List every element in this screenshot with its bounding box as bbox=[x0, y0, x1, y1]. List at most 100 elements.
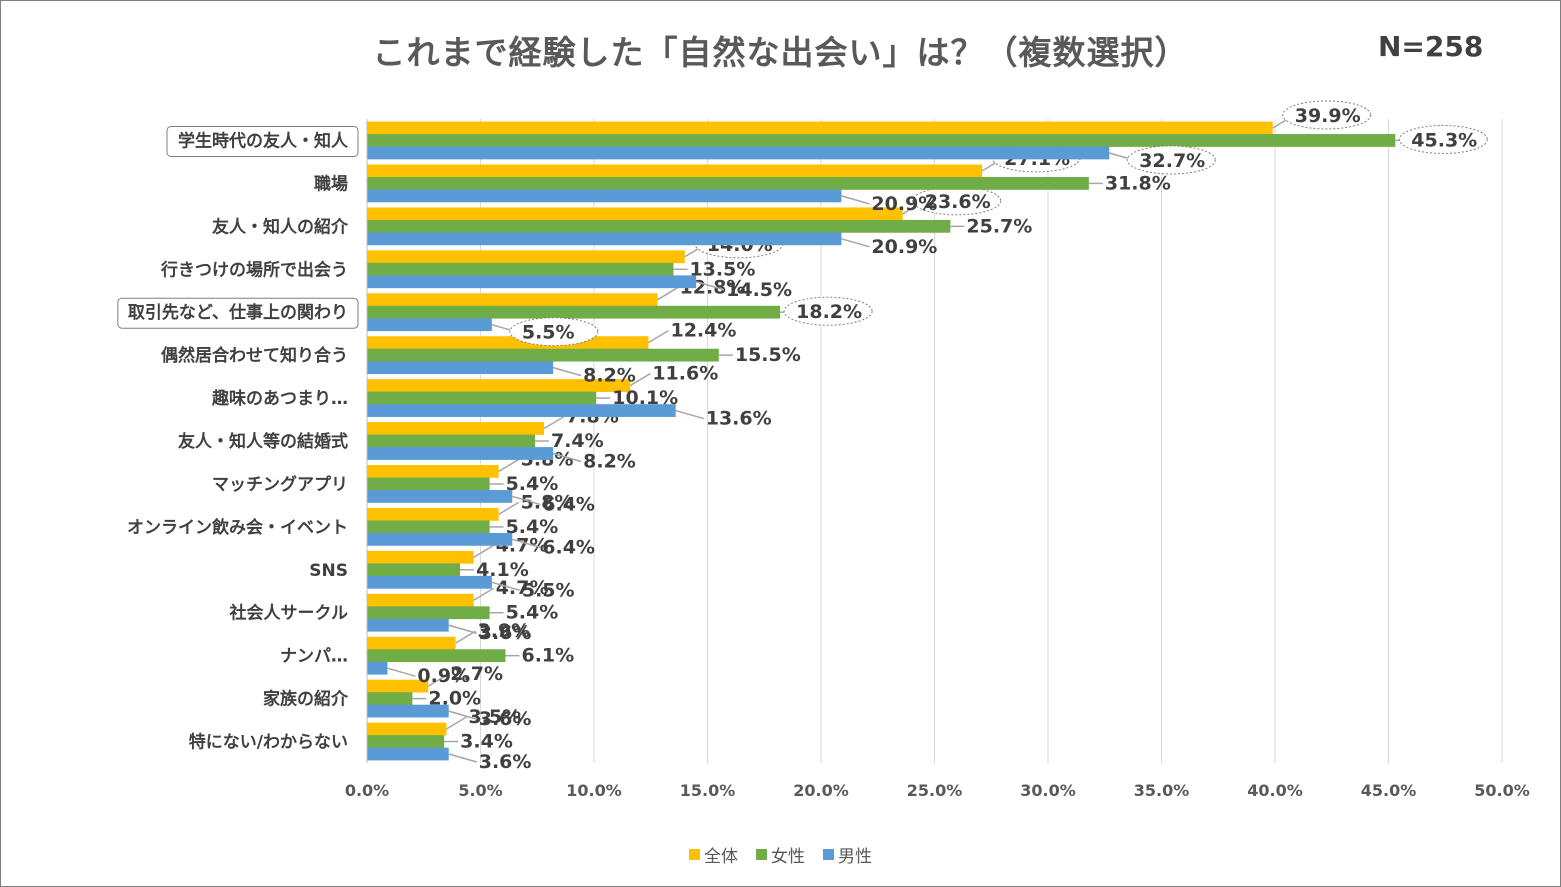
bar-male bbox=[367, 661, 388, 675]
x-tick-label: 15.0% bbox=[680, 781, 736, 800]
data-label-leader bbox=[552, 452, 582, 463]
bar-male bbox=[367, 232, 842, 246]
bar-male bbox=[367, 361, 554, 375]
bar-female bbox=[367, 262, 674, 276]
data-label-leader bbox=[473, 544, 495, 558]
bar-total bbox=[367, 379, 631, 392]
data-label-leader bbox=[498, 501, 520, 516]
data-label-leader bbox=[427, 673, 449, 687]
bar-male bbox=[367, 747, 449, 761]
category-label: 特にない/わからない bbox=[189, 732, 348, 753]
x-tick-label: 20.0% bbox=[793, 781, 849, 800]
category-label: 職場 bbox=[314, 173, 348, 194]
category-label: 友人・知人の紹介 bbox=[212, 216, 349, 237]
data-label: 3.6% bbox=[479, 622, 532, 644]
data-label-leader bbox=[446, 716, 467, 730]
data-label-highlight bbox=[1126, 145, 1216, 175]
bar-male bbox=[367, 447, 554, 460]
category-label: SNS bbox=[309, 561, 348, 581]
data-label: 10.1% bbox=[612, 387, 678, 409]
data-label: 31.8% bbox=[1105, 172, 1171, 194]
bar-male bbox=[367, 189, 842, 203]
data-label: 3.6% bbox=[479, 751, 532, 773]
legend-item-male: 男性 bbox=[823, 842, 872, 867]
data-label: 2.0% bbox=[428, 688, 481, 710]
data-label-leader bbox=[448, 753, 477, 763]
data-label: 6.4% bbox=[542, 536, 595, 558]
x-tick-label: 30.0% bbox=[1020, 781, 1076, 800]
x-tick-label: 40.0% bbox=[1247, 781, 1303, 800]
data-label-leader bbox=[498, 458, 520, 473]
bar-female bbox=[367, 563, 461, 577]
bar-male bbox=[367, 146, 1110, 160]
data-label: 4.1% bbox=[476, 559, 529, 581]
data-label: 5.8% bbox=[521, 491, 574, 513]
data-label-leader bbox=[387, 667, 416, 677]
x-tick-label: 50.0% bbox=[1474, 781, 1530, 800]
data-label: 14.5% bbox=[726, 279, 792, 301]
bar-male bbox=[367, 618, 449, 632]
category-label: 友人・知人等の結婚式 bbox=[178, 431, 348, 452]
x-tick-label: 35.0% bbox=[1134, 781, 1190, 800]
chart-legend: 全体 女性 男性 bbox=[0, 842, 1561, 867]
category-label: 偶然居合わせて知り合う bbox=[161, 345, 348, 366]
category-label: マッチングアプリ bbox=[212, 474, 348, 495]
bar-total bbox=[367, 636, 456, 650]
bar-female bbox=[367, 649, 506, 663]
data-label: 45.3% bbox=[1411, 129, 1477, 151]
data-label: 12.4% bbox=[670, 320, 736, 342]
bar-total bbox=[367, 722, 447, 736]
data-label-highlight bbox=[1398, 124, 1488, 154]
data-label: 5.5% bbox=[522, 322, 575, 344]
data-label-leader bbox=[657, 287, 678, 301]
bar-female bbox=[367, 134, 1396, 147]
category-label: 取引先など、仕事上の関わり bbox=[128, 302, 348, 323]
category-highlight-box bbox=[166, 125, 359, 157]
data-label-leader bbox=[491, 581, 521, 592]
category-label: 趣味のあつまり… bbox=[211, 388, 348, 409]
data-label-leader bbox=[629, 372, 651, 387]
data-label-leader bbox=[448, 710, 477, 720]
bar-female bbox=[367, 219, 951, 233]
data-label-leader bbox=[675, 409, 704, 420]
data-label: 3.9% bbox=[478, 620, 531, 642]
x-tick-label: 25.0% bbox=[907, 781, 963, 800]
category-label: 学生時代の友人・知人 bbox=[178, 130, 349, 151]
bar-male bbox=[367, 490, 513, 503]
legend-swatch-male bbox=[823, 849, 834, 860]
bar-total bbox=[367, 164, 983, 178]
legend-item-total: 全体 bbox=[689, 842, 738, 867]
data-label: 8.2% bbox=[583, 451, 636, 473]
bar-total bbox=[367, 422, 545, 435]
x-tick-label: 5.0% bbox=[458, 781, 502, 800]
data-label: 15.5% bbox=[735, 344, 801, 366]
bar-female bbox=[367, 692, 413, 705]
data-label-leader bbox=[841, 238, 870, 248]
data-label-leader bbox=[695, 281, 725, 291]
bar-total bbox=[367, 250, 685, 264]
data-label: 20.9% bbox=[871, 236, 937, 258]
data-label: 2.7% bbox=[450, 663, 503, 685]
bar-male bbox=[367, 704, 449, 718]
data-label: 0.9% bbox=[417, 665, 470, 687]
data-label: 5.4% bbox=[506, 602, 559, 624]
legend-swatch-female bbox=[756, 849, 767, 860]
data-label: 13.5% bbox=[689, 258, 755, 280]
category-label: オンライン飲み会・イベント bbox=[127, 517, 348, 538]
data-label: 18.2% bbox=[796, 301, 862, 323]
data-label: 23.6% bbox=[925, 191, 991, 213]
data-label: 13.6% bbox=[706, 408, 772, 430]
bar-female bbox=[367, 735, 445, 748]
data-label: 8.2% bbox=[583, 365, 636, 387]
bar-male bbox=[367, 404, 676, 417]
x-tick-label: 45.0% bbox=[1361, 781, 1417, 800]
data-label: 3.6% bbox=[479, 708, 532, 730]
data-label: 3.5% bbox=[468, 706, 521, 728]
data-label: 6.1% bbox=[521, 645, 574, 667]
legend-label-female: 女性 bbox=[771, 847, 805, 867]
data-label: 20.9% bbox=[871, 193, 937, 215]
bar-total bbox=[367, 679, 429, 693]
data-label: 5.4% bbox=[506, 473, 559, 495]
data-label-highlight bbox=[509, 317, 599, 347]
legend-label-male: 男性 bbox=[838, 847, 872, 867]
